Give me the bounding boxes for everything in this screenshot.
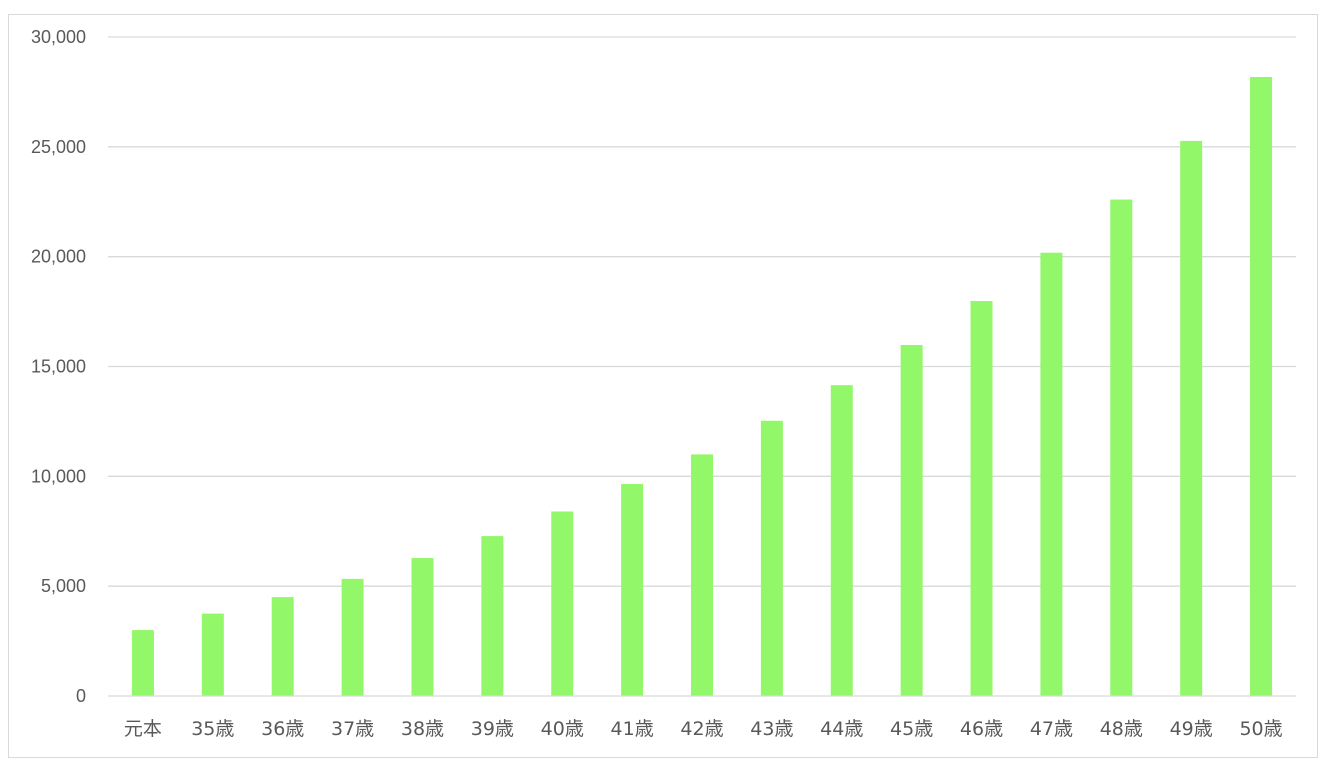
gridlines [108,36,1296,587]
x-tick-label: 37歳 [331,718,374,740]
x-tick-label: 40歳 [541,718,584,740]
bar [900,344,923,696]
bar [271,597,294,696]
x-tick-label: 42歳 [680,718,723,740]
y-tick-label: 30,000 [31,27,86,47]
y-tick-label: 5,000 [41,576,86,596]
x-axis-tick-labels: 元本 35歳 36歳 37歳 38歳 39歳 40歳 41歳 42歳 43歳 44歳 45歳 46歳 47… [124,718,1283,740]
x-tick-label: 45歳 [890,718,933,740]
bar [830,385,853,696]
bar [481,536,504,696]
bar [201,613,224,696]
bar [341,578,364,696]
y-tick-label: 15,000 [31,357,86,377]
x-tick-label: 49歳 [1170,718,1213,740]
bar [1110,199,1133,696]
x-tick-label: 39歳 [471,718,514,740]
bar [411,558,434,696]
x-tick-label: 41歳 [611,718,654,740]
y-axis-tick-labels: 0 5,000 10,000 15,000 20,000 25,000 30,000 [31,27,86,706]
x-tick-label: 元本 [124,718,162,740]
bar [1040,252,1063,697]
x-tick-label: 36歳 [261,718,304,740]
bar [970,301,993,696]
bar [131,630,154,696]
x-tick-label: 50歳 [1239,718,1282,740]
x-tick-label: 38歳 [401,718,444,740]
y-tick-label: 25,000 [31,137,86,157]
bar [1250,76,1273,697]
y-tick-label: 0 [76,686,86,706]
x-tick-label: 44歳 [820,718,863,740]
bar [621,484,644,696]
y-tick-label: 20,000 [31,247,86,267]
x-tick-label: 46歳 [960,718,1003,740]
chart-frame [8,14,1318,758]
y-tick-label: 10,000 [31,466,86,486]
x-tick-label: 47歳 [1030,718,1073,740]
bar [1180,140,1203,696]
x-tick-label: 48歳 [1100,718,1143,740]
bar [551,511,574,696]
x-tick-label: 43歳 [750,718,793,740]
bar [760,420,783,696]
x-tick-label: 35歳 [191,718,234,740]
bar [691,454,713,696]
bars [131,76,1273,697]
